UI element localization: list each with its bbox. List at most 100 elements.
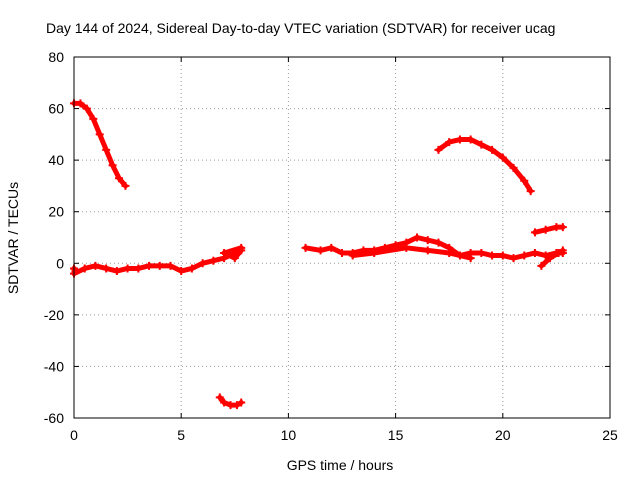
data-point bbox=[348, 251, 357, 260]
data-point bbox=[209, 256, 218, 265]
data-point bbox=[402, 243, 411, 252]
x-tick-label: 20 bbox=[495, 427, 511, 443]
series-6 bbox=[537, 246, 567, 270]
data-point bbox=[434, 238, 443, 247]
data-point bbox=[455, 251, 464, 260]
data-point bbox=[370, 248, 379, 257]
data-point bbox=[545, 254, 554, 263]
x-axis-label: GPS time / hours bbox=[287, 457, 394, 473]
data-point bbox=[215, 393, 224, 402]
series-1 bbox=[70, 243, 246, 278]
y-tick-label: 80 bbox=[48, 49, 64, 65]
data-point bbox=[423, 246, 432, 255]
series-segment bbox=[90, 116, 103, 137]
data-point bbox=[91, 261, 100, 270]
series-3 bbox=[301, 233, 567, 263]
plot-frame bbox=[73, 56, 611, 419]
data-point bbox=[498, 153, 507, 162]
x-tick-label: 5 bbox=[177, 427, 185, 443]
data-point bbox=[509, 254, 518, 263]
x-tick-label: 25 bbox=[602, 427, 618, 443]
chart-title: Day 144 of 2024, Sidereal Day-to-day VTE… bbox=[46, 20, 555, 36]
data-point bbox=[123, 264, 132, 273]
data-point bbox=[198, 259, 207, 268]
data-point bbox=[537, 261, 546, 270]
data-point bbox=[466, 135, 475, 144]
data-point bbox=[413, 233, 422, 242]
data-point bbox=[237, 246, 246, 255]
data-layer bbox=[70, 99, 567, 410]
data-point bbox=[80, 264, 89, 273]
x-tick-label: 15 bbox=[388, 427, 404, 443]
data-point bbox=[541, 251, 550, 260]
data-point bbox=[121, 181, 130, 190]
data-point bbox=[187, 264, 196, 273]
y-axis: -60 -40 -20 0 20 40 60 80 bbox=[44, 49, 610, 426]
data-point bbox=[108, 161, 117, 170]
x-axis: 0 5 10 15 20 25 bbox=[70, 57, 618, 443]
data-point bbox=[76, 99, 85, 108]
series-segment bbox=[371, 245, 409, 256]
data-point bbox=[520, 251, 529, 260]
data-point bbox=[89, 114, 98, 123]
data-point bbox=[145, 261, 154, 270]
data-point bbox=[488, 251, 497, 260]
y-tick-label: 40 bbox=[48, 152, 64, 168]
data-point bbox=[558, 223, 567, 232]
data-point bbox=[477, 140, 486, 149]
series-segment bbox=[103, 147, 116, 168]
data-point bbox=[380, 243, 389, 252]
data-point bbox=[455, 135, 464, 144]
data-point bbox=[115, 174, 124, 183]
data-point bbox=[177, 267, 186, 276]
data-point bbox=[338, 248, 346, 257]
data-point bbox=[520, 176, 529, 185]
data-point bbox=[541, 225, 550, 234]
series-4 bbox=[434, 135, 535, 196]
data-point bbox=[477, 248, 486, 257]
data-point bbox=[95, 130, 104, 139]
data-point bbox=[488, 145, 497, 154]
data-point bbox=[220, 398, 229, 407]
series-5 bbox=[530, 223, 567, 237]
data-point bbox=[558, 246, 567, 255]
y-tick-label: 20 bbox=[48, 204, 64, 220]
series-segment bbox=[232, 247, 244, 261]
data-point bbox=[554, 248, 563, 257]
data-point bbox=[230, 254, 239, 263]
series-segment bbox=[97, 131, 109, 153]
data-point bbox=[102, 264, 111, 273]
data-point bbox=[530, 228, 539, 237]
data-point bbox=[498, 251, 507, 260]
data-point bbox=[155, 261, 164, 270]
series-segment bbox=[521, 178, 534, 194]
data-point bbox=[112, 267, 121, 276]
series-segment bbox=[116, 175, 128, 189]
data-point bbox=[102, 145, 111, 154]
y-tick-label: 0 bbox=[56, 255, 64, 271]
grid-layer bbox=[74, 57, 610, 418]
data-point bbox=[445, 138, 454, 147]
series-0 bbox=[70, 99, 130, 190]
data-point bbox=[359, 246, 368, 255]
x-tick-label: 10 bbox=[281, 427, 297, 443]
data-point bbox=[526, 187, 535, 196]
data-point bbox=[237, 398, 246, 407]
data-point bbox=[391, 241, 400, 250]
data-point bbox=[423, 236, 432, 245]
data-point bbox=[530, 248, 539, 257]
y-tick-label: 60 bbox=[48, 101, 64, 117]
data-point bbox=[434, 145, 443, 154]
series-segment bbox=[511, 165, 527, 184]
data-point bbox=[134, 264, 143, 273]
data-point bbox=[166, 261, 175, 270]
data-point bbox=[509, 163, 518, 172]
data-point bbox=[82, 104, 91, 113]
data-point bbox=[316, 246, 325, 255]
y-tick-label: -40 bbox=[44, 358, 64, 374]
series-2 bbox=[215, 393, 246, 410]
data-point bbox=[232, 401, 241, 410]
y-axis-label: SDTVAR / TECUs bbox=[5, 182, 21, 294]
data-point bbox=[327, 243, 336, 252]
